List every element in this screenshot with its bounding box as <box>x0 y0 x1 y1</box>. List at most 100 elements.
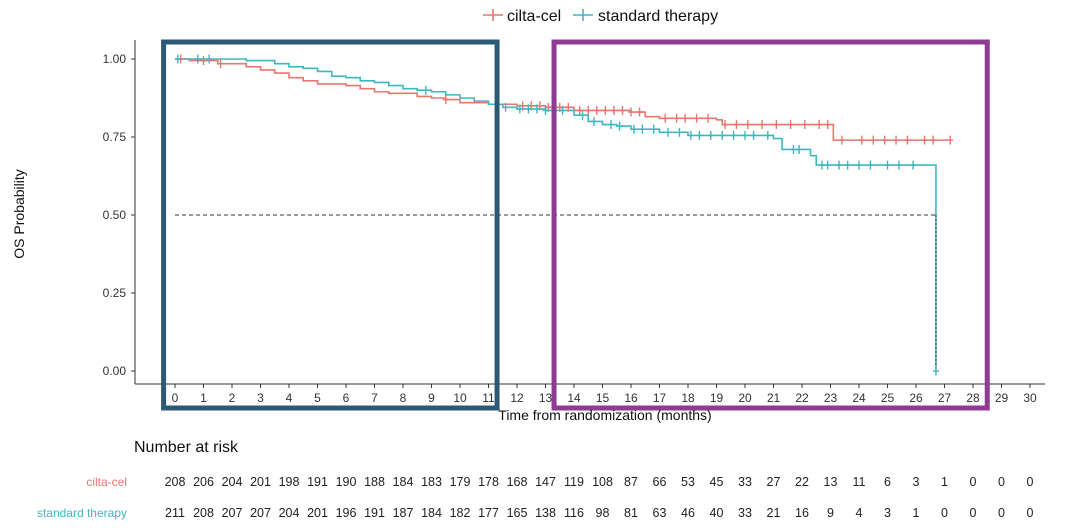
risk-count: 63 <box>653 506 667 520</box>
y-tick-label: 1.00 <box>103 52 127 66</box>
risk-count: 191 <box>307 475 328 489</box>
risk-count: 6 <box>884 475 891 489</box>
x-tick-label: 7 <box>371 391 378 405</box>
risk-count: 66 <box>653 475 667 489</box>
x-tick-label: 0 <box>172 391 179 405</box>
risk-count: 204 <box>279 506 300 520</box>
x-tick-label: 4 <box>286 391 293 405</box>
risk-row-label-standard-therapy: standard therapy <box>37 506 127 520</box>
x-tick-label: 26 <box>909 391 923 405</box>
x-tick-label: 13 <box>539 391 553 405</box>
risk-count: 184 <box>393 475 414 489</box>
x-tick-label: 8 <box>400 391 407 405</box>
risk-count: 22 <box>795 475 809 489</box>
risk-count: 45 <box>710 475 724 489</box>
risk-count: 198 <box>279 475 300 489</box>
risk-count: 119 <box>564 475 584 489</box>
x-tick-label: 1 <box>200 391 207 405</box>
x-ticks: 0 1 2 3 4 5 6 7 8 9 10 11 12 13 14 15 16 17 18 19 20 21 22 23 24… <box>172 384 1037 405</box>
risk-count: 33 <box>738 506 752 520</box>
risk-count: 0 <box>998 475 1005 489</box>
risk-count: 187 <box>393 506 414 520</box>
risk-count: 191 <box>364 506 385 520</box>
risk-count: 201 <box>250 475 271 489</box>
legend-cilta-cel-label: cilta-cel <box>507 8 561 25</box>
risk-count: 16 <box>795 506 809 520</box>
x-tick-label: 9 <box>428 391 435 405</box>
risk-count: 87 <box>624 475 638 489</box>
risk-count: 33 <box>738 475 752 489</box>
risk-count: 207 <box>222 506 243 520</box>
risk-row-label-cilta-cel: cilta-cel <box>86 475 127 489</box>
x-tick-label: 19 <box>710 391 724 405</box>
risk-count: 9 <box>827 506 834 520</box>
risk-count: 81 <box>624 506 638 520</box>
x-tick-label: 27 <box>938 391 952 405</box>
x-tick-label: 15 <box>596 391 610 405</box>
y-tick-label: 0.50 <box>103 208 127 222</box>
risk-count: 207 <box>250 506 271 520</box>
risk-count: 147 <box>535 475 556 489</box>
risk-count: 168 <box>507 475 528 489</box>
risk-count: 177 <box>478 506 499 520</box>
x-tick-label: 20 <box>738 391 752 405</box>
highlight-boxes <box>161 39 990 411</box>
risk-count: 208 <box>193 506 214 520</box>
highlight-box-2 <box>551 39 990 411</box>
x-tick-label: 5 <box>314 391 321 405</box>
risk-count: 98 <box>596 506 610 520</box>
risk-count: 211 <box>165 506 185 520</box>
risk-count: 3 <box>884 506 891 520</box>
x-tick-label: 11 <box>482 391 495 405</box>
x-tick-label: 28 <box>966 391 980 405</box>
y-tick-label: 0.75 <box>103 130 127 144</box>
x-tick-label: 12 <box>510 391 524 405</box>
x-tick-label: 30 <box>1023 391 1037 405</box>
risk-count: 21 <box>767 506 781 520</box>
risk-count: 0 <box>970 475 977 489</box>
x-tick-label: 22 <box>795 391 809 405</box>
risk-count: 0 <box>970 506 977 520</box>
y-tick-label: 0.00 <box>103 364 127 378</box>
risk-count: 46 <box>681 506 695 520</box>
risk-count: 0 <box>998 506 1005 520</box>
risk-count: 53 <box>681 475 695 489</box>
risk-count: 1 <box>941 475 948 489</box>
risk-count: 208 <box>165 475 186 489</box>
x-tick-label: 2 <box>229 391 236 405</box>
risk-count: 206 <box>193 475 214 489</box>
x-tick-label: 16 <box>624 391 638 405</box>
x-tick-label: 25 <box>881 391 895 405</box>
risk-row-standard-therapy: 211 208 207 207 204 201 196 191 187 184 182 177 165 1… <box>165 506 1033 520</box>
risk-row-cilta-cel: 208 206 204 201 198 191 190 188 184 183 179 178 168 1… <box>165 475 1034 489</box>
risk-count: 11 <box>853 475 866 489</box>
highlight-box-1 <box>161 39 500 411</box>
risk-count: 0 <box>1027 506 1034 520</box>
risk-count: 201 <box>307 506 328 520</box>
risk-count: 138 <box>535 506 556 520</box>
risk-count: 190 <box>336 475 357 489</box>
risk-count: 13 <box>824 475 838 489</box>
x-axis-title: Time from randomization (months) <box>498 407 711 423</box>
y-tick-label: 0.25 <box>103 286 127 300</box>
risk-count: 182 <box>450 506 471 520</box>
x-tick-label: 10 <box>453 391 467 405</box>
legend: cilta-cel standard therapy <box>483 8 718 25</box>
risk-count: 196 <box>336 506 357 520</box>
risk-count: 188 <box>364 475 385 489</box>
curve-standard-therapy <box>175 58 937 371</box>
risk-count: 0 <box>1027 475 1034 489</box>
x-tick-label: 18 <box>681 391 695 405</box>
x-tick-label: 23 <box>824 391 838 405</box>
risk-count: 204 <box>222 475 243 489</box>
x-tick-label: 24 <box>852 391 866 405</box>
x-tick-label: 21 <box>767 391 781 405</box>
risk-count: 116 <box>564 506 584 520</box>
curve-cilta-cel <box>175 58 951 141</box>
y-axis-title: OS Probability <box>11 169 27 258</box>
risk-count: 3 <box>913 475 920 489</box>
risk-count: 179 <box>450 475 471 489</box>
risk-count: 108 <box>592 475 613 489</box>
risk-count: 40 <box>710 506 724 520</box>
